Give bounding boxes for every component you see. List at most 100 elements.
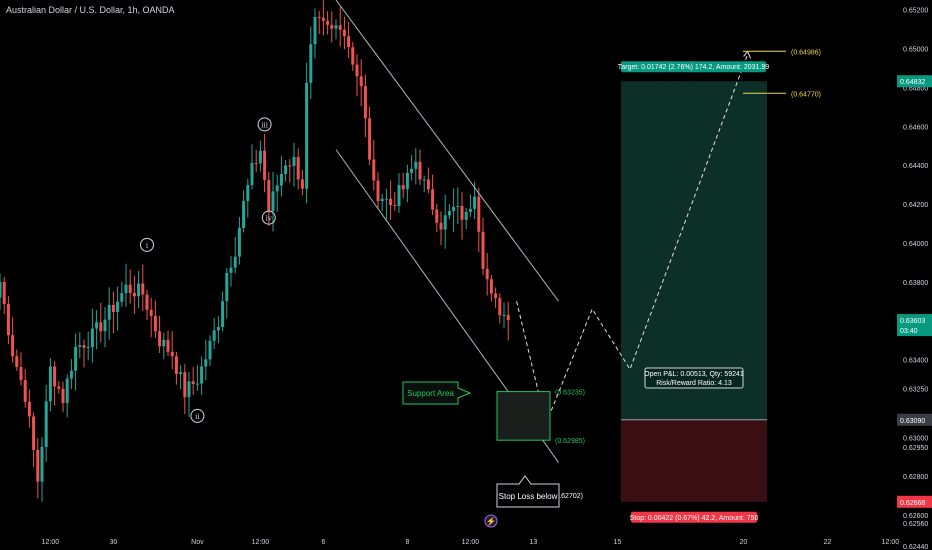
- candle: [468, 194, 472, 217]
- candle-body: [158, 331, 162, 347]
- candle: [74, 333, 78, 391]
- candle-body: [389, 198, 393, 206]
- candle: [359, 59, 363, 107]
- candle: [183, 364, 187, 414]
- candle: [78, 332, 82, 359]
- open-pl-label: Open P&L: 0.00513, Qty: 59241 Risk/Reward…: [644, 367, 744, 389]
- candle: [195, 365, 199, 392]
- candle: [149, 297, 153, 338]
- candle: [174, 351, 178, 385]
- candle: [111, 291, 115, 334]
- candle: [132, 275, 136, 314]
- candle-body: [250, 163, 254, 185]
- candle-body: [61, 388, 65, 404]
- candle-body: [44, 401, 48, 447]
- candle-body: [317, 17, 321, 19]
- candle: [271, 171, 275, 232]
- candle: [435, 204, 439, 232]
- candle: [204, 339, 208, 381]
- channel-upper-line: [335, 0, 560, 302]
- candle: [179, 365, 183, 390]
- candle-body: [23, 380, 27, 402]
- candle: [53, 361, 57, 406]
- last-price-tag-bg: [897, 314, 932, 337]
- candle-body: [305, 82, 309, 189]
- candle-body: [468, 208, 472, 212]
- candle: [137, 270, 141, 308]
- candle: [422, 175, 426, 192]
- candle: [145, 289, 149, 321]
- candle: [426, 167, 430, 194]
- candle-body: [368, 118, 372, 160]
- candle: [447, 204, 451, 220]
- candle: [166, 330, 170, 357]
- candle-body: [380, 198, 384, 202]
- candle: [250, 144, 254, 190]
- candle: [48, 357, 52, 412]
- last-price-tag: 0.63603 03:40: [897, 314, 932, 337]
- x-tick-label: 12:00: [252, 539, 270, 546]
- candle: [275, 174, 279, 212]
- wave-label: iv: [261, 210, 276, 225]
- y-tick-label: 0.63000: [903, 435, 928, 442]
- candle: [27, 389, 31, 428]
- candle: [254, 149, 258, 173]
- candle: [342, 16, 346, 50]
- wave-circle: [257, 117, 272, 132]
- y-tick-label: 0.63800: [903, 280, 928, 287]
- level-label: (0.64770): [791, 91, 821, 98]
- candle: [19, 352, 23, 386]
- candle-body: [36, 449, 40, 482]
- candle-body: [78, 345, 82, 347]
- candle: [99, 302, 103, 343]
- candle: [237, 216, 241, 265]
- candle-body: [187, 381, 191, 398]
- candle-body: [95, 322, 99, 329]
- y-tick-label: 0.65000: [903, 47, 928, 54]
- candle-body: [132, 292, 136, 297]
- candle-body: [74, 346, 78, 371]
- chart-title: Australian Dollar / U.S. Dollar, 1h, OAN…: [6, 5, 175, 15]
- candle-body: [309, 44, 313, 83]
- candle: [65, 374, 69, 418]
- wave-label: iii: [257, 117, 272, 132]
- candle-body: [65, 378, 69, 404]
- candle: [15, 349, 19, 371]
- lightning-icon: ⚡: [484, 514, 498, 528]
- candle-body: [456, 206, 460, 208]
- candle-body: [351, 47, 355, 65]
- candle-body: [32, 416, 36, 450]
- candle-body: [0, 281, 2, 298]
- candle: [460, 192, 464, 240]
- candle-body: [405, 172, 409, 190]
- candle-body: [170, 351, 174, 357]
- candle-body: [275, 185, 279, 192]
- last-price-tag-text: 0.63603: [900, 318, 925, 325]
- candle-body: [225, 272, 229, 302]
- support-high-label: (0.63235): [555, 390, 585, 397]
- candle: [69, 359, 73, 390]
- candle: [389, 180, 393, 220]
- candle-body: [355, 64, 359, 77]
- candle: [86, 331, 90, 361]
- candle-body: [124, 284, 128, 294]
- target-price-tag-text: 0.64832: [900, 79, 925, 86]
- time-axis: 12:00 30 Nov 12:00 6 8 12:00 13 15 20 22 12:00: [42, 539, 900, 546]
- candle: [321, 0, 325, 36]
- candle: [233, 237, 237, 274]
- target-label-bg: [621, 61, 766, 73]
- candle: [439, 211, 443, 246]
- candle: [141, 264, 145, 311]
- candle: [124, 263, 128, 307]
- candle: [288, 159, 292, 183]
- candle: [305, 62, 309, 204]
- candle-body: [431, 189, 435, 210]
- candle-body: [212, 330, 216, 341]
- y-tick-label: 0.64600: [903, 124, 928, 131]
- candle-body: [494, 293, 498, 299]
- candle: [464, 207, 468, 230]
- candle: [502, 302, 506, 329]
- candle-body: [216, 327, 220, 331]
- candle: [317, 10, 321, 35]
